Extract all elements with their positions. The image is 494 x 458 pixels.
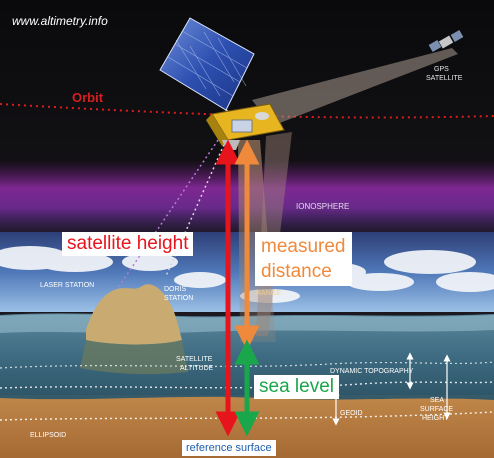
- ionosphere-label: IONOSPHERE: [296, 202, 350, 211]
- geoid-label: GEOID: [340, 410, 363, 417]
- sea-surface-height-line3: HEIGHT: [422, 415, 449, 422]
- sea-dotted-line: [0, 361, 494, 369]
- geoid-line: [0, 381, 494, 389]
- satellite-altitude-line1: SATELLITE: [176, 356, 213, 363]
- reference-surface-label: reference surface: [182, 440, 276, 456]
- gps-label-line2: SATELLITE: [426, 75, 463, 82]
- sea-level-label: sea level: [254, 375, 339, 399]
- measured-distance-line1: measured: [261, 236, 346, 257]
- orbit-line: [0, 103, 494, 119]
- laser-station-label: LASER STATION: [40, 282, 95, 289]
- sea-surface-height-line1: SEA: [430, 397, 445, 404]
- sea-surface-height-line2: SURFACE: [420, 406, 454, 413]
- dynamic-topography-label: DYNAMIC TOPOGRAPHY: [330, 368, 414, 375]
- island-shadow: [80, 340, 188, 375]
- gps-label-line1: GPS: [434, 66, 449, 73]
- watermark: www.altimetry.info: [12, 14, 108, 28]
- orbit-label: Orbit: [72, 90, 104, 105]
- satellite-height-label: satellite height: [62, 232, 194, 256]
- satellite-altitude-line2: ALTITUDE: [180, 365, 214, 372]
- doris-label-line1: DORIS: [164, 286, 187, 293]
- gps-beam: [252, 48, 458, 126]
- range-label: RANGE: [256, 290, 281, 297]
- doris-label-line2: STATION: [164, 295, 194, 302]
- measured-distance-label: measured distance: [255, 232, 352, 286]
- measured-distance-line2: distance: [261, 261, 332, 282]
- island: [86, 284, 182, 345]
- ellipsoid-label: ELLIPSOID: [30, 432, 67, 439]
- gps-satellite-icon: [428, 30, 464, 52]
